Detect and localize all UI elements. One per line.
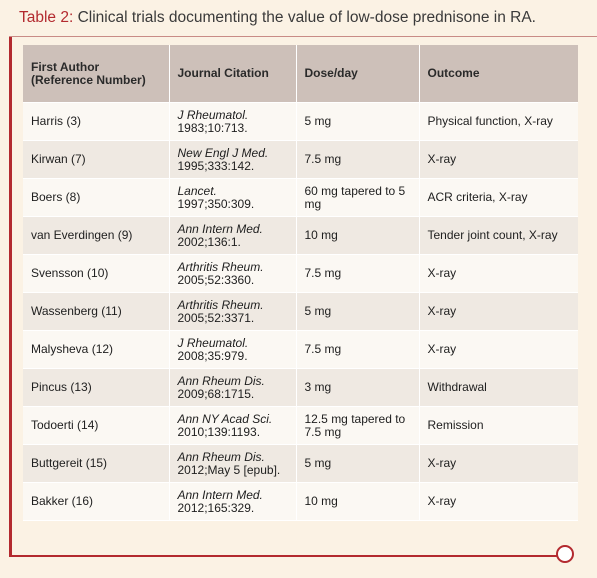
table-row: Kirwan (7) New Engl J Med. 1995;333:142. 7.… <box>23 140 578 179</box>
header-outcome: Outcome <box>419 45 578 103</box>
citation-cell: Arthritis Rheum. 2005;52:3360. <box>169 254 297 293</box>
table-row: Wassenberg (11) Arthritis Rheum. 2005;52:3… <box>23 292 578 331</box>
author-cell: Malysheva (12) <box>23 330 170 369</box>
dose-cell: 10 mg <box>296 482 420 521</box>
journal-name: New Engl J Med. <box>177 145 269 160</box>
dose-cell: 7.5 mg <box>296 140 420 179</box>
outcome-cell: X-ray <box>419 140 578 179</box>
journal-reference: 2005;52:3360. <box>177 272 255 287</box>
outcome-cell: X-ray <box>419 292 578 331</box>
journal-reference: 2008;35:979. <box>177 348 248 363</box>
citation-cell: J Rheumatol. 1983;10:713. <box>169 102 297 141</box>
author-cell: Kirwan (7) <box>23 140 170 179</box>
circle-end-icon <box>556 545 574 563</box>
header-first-author: First Author (Reference Number) <box>23 45 170 103</box>
journal-reference: 2009;68:1715. <box>177 386 255 401</box>
citation-cell: Arthritis Rheum. 2005;52:3371. <box>169 292 297 331</box>
caption-text: Clinical trials documenting the value of… <box>73 9 536 26</box>
dose-cell: 5 mg <box>296 292 420 331</box>
citation-cell: J Rheumatol. 2008;35:979. <box>169 330 297 369</box>
citation-cell: Ann Rheum Dis. 2009;68:1715. <box>169 368 297 407</box>
journal-reference: 2012;165:329. <box>177 500 255 515</box>
citation-cell: New Engl J Med. 1995;333:142. <box>169 140 297 179</box>
author-cell: Boers (8) <box>23 178 170 217</box>
journal-reference: 2005;52:3371. <box>177 310 255 325</box>
author-cell: Todoerti (14) <box>23 406 170 445</box>
citation-cell: Ann Intern Med. 2012;165:329. <box>169 482 297 521</box>
citation-cell: Ann Rheum Dis. 2012;May 5 [epub]. <box>169 444 297 483</box>
journal-reference: 2010;139:1193. <box>177 424 261 439</box>
citation-cell: Lancet. 1997;350:309. <box>169 178 297 217</box>
outcome-cell: X-ray <box>419 254 578 293</box>
bottom-rule <box>9 555 557 557</box>
journal-reference: 1983;10:713. <box>177 120 248 135</box>
outcome-cell: Withdrawal <box>419 368 578 407</box>
table-row: Boers (8) Lancet. 1997;350:309. 60 mg taper… <box>23 178 578 217</box>
journal-name: Ann Rheum Dis. <box>177 449 265 464</box>
caption-label: Table 2: <box>19 9 74 26</box>
table-row: Harris (3) J Rheumatol. 1983;10:713. 5 mg Ph… <box>23 102 578 141</box>
dose-cell: 10 mg <box>296 216 420 255</box>
author-cell: Harris (3) <box>23 102 170 141</box>
citation-cell: Ann NY Acad Sci. 2010;139:1193. <box>169 406 297 445</box>
journal-name: J Rheumatol. <box>177 107 249 122</box>
table-row: Malysheva (12) J Rheumatol. 2008;35:979. 7.… <box>23 330 578 369</box>
outcome-cell: ACR criteria, X-ray <box>419 178 578 217</box>
dose-cell: 5 mg <box>296 444 420 483</box>
outcome-cell: X-ray <box>419 482 578 521</box>
journal-name: J Rheumatol. <box>177 335 249 350</box>
journal-name: Ann NY Acad Sci. <box>177 411 273 426</box>
author-cell: Buttgereit (15) <box>23 444 170 483</box>
journal-reference: 1997;350:309. <box>177 196 255 211</box>
table-row: Pincus (13) Ann Rheum Dis. 2009;68:1715. 3 … <box>23 368 578 407</box>
journal-reference: 1995;333:142. <box>177 158 255 173</box>
dose-cell: 5 mg <box>296 102 420 141</box>
dose-cell: 7.5 mg <box>296 254 420 293</box>
table-row: Bakker (16) Ann Intern Med. 2012;165:329. 1… <box>23 482 578 521</box>
outcome-cell: Tender joint count, X-ray <box>419 216 578 255</box>
clinical-trials-table: First Author (Reference Number) Journal … <box>23 45 578 521</box>
author-cell: Wassenberg (11) <box>23 292 170 331</box>
journal-name: Ann Intern Med. <box>177 221 263 236</box>
author-cell: van Everdingen (9) <box>23 216 170 255</box>
journal-reference: 2002;136:1. <box>177 234 241 249</box>
outcome-cell: X-ray <box>419 444 578 483</box>
journal-name: Lancet. <box>177 183 217 198</box>
author-cell: Svensson (10) <box>23 254 170 293</box>
dose-cell: 3 mg <box>296 368 420 407</box>
author-cell: Pincus (13) <box>23 368 170 407</box>
table-caption: Table 2: Clinical trials documenting the… <box>19 9 536 27</box>
journal-name: Ann Intern Med. <box>177 487 263 502</box>
header-author-line1: First Author <box>31 59 100 74</box>
dose-cell: 60 mg tapered to 5 mg <box>296 178 420 217</box>
outcome-cell: X-ray <box>419 330 578 369</box>
outcome-cell: Remission <box>419 406 578 445</box>
journal-name: Ann Rheum Dis. <box>177 373 265 388</box>
table-row: van Everdingen (9) Ann Intern Med. 2002;13… <box>23 216 578 255</box>
citation-cell: Ann Intern Med. 2002;136:1. <box>169 216 297 255</box>
journal-name: Arthritis Rheum. <box>177 259 264 274</box>
table-row: Todoerti (14) Ann NY Acad Sci. 2010;139:11… <box>23 406 578 445</box>
top-rule <box>9 36 597 37</box>
author-cell: Bakker (16) <box>23 482 170 521</box>
outcome-cell: Physical function, X-ray <box>419 102 578 141</box>
header-dose: Dose/day <box>296 45 420 103</box>
table-row: Buttgereit (15) Ann Rheum Dis. 2012;May 5 … <box>23 444 578 483</box>
header-author-line2: (Reference Number) <box>31 72 146 87</box>
journal-name: Arthritis Rheum. <box>177 297 264 312</box>
dose-cell: 12.5 mg tapered to 7.5 mg <box>296 406 420 445</box>
dose-cell: 7.5 mg <box>296 330 420 369</box>
header-journal-citation: Journal Citation <box>169 45 297 103</box>
table-row: Svensson (10) Arthritis Rheum. 2005;52:336… <box>23 254 578 293</box>
left-accent-bar <box>9 37 12 557</box>
table-header-row: First Author (Reference Number) Journal … <box>23 45 578 103</box>
journal-reference: 2012;May 5 [epub]. <box>177 462 281 477</box>
